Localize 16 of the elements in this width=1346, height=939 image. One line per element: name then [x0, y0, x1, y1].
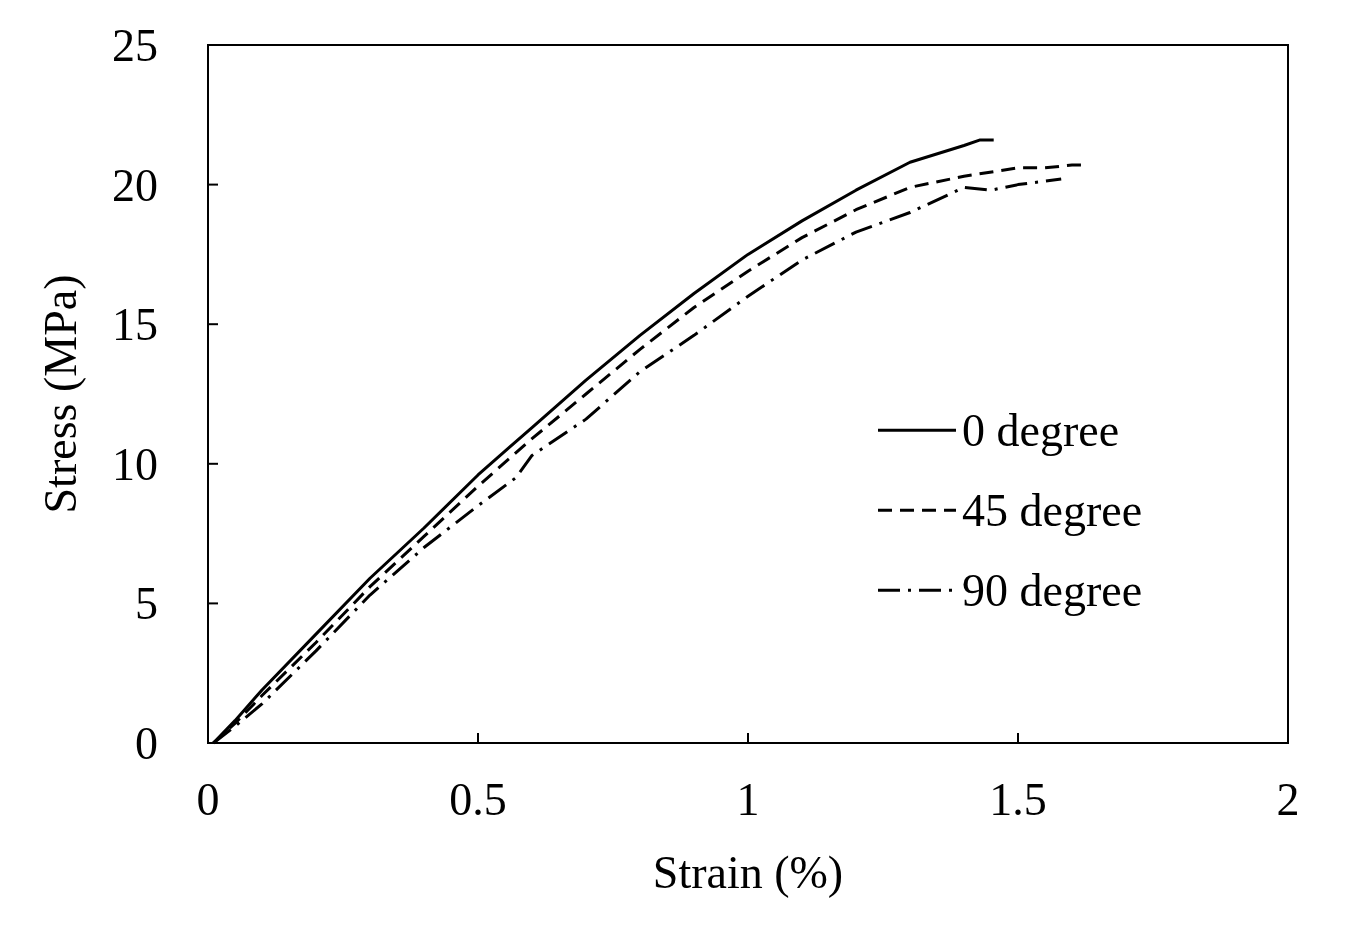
- x-tick-label: 2: [1276, 774, 1300, 825]
- x-tick-label: 1: [736, 774, 760, 825]
- legend-label: 90 degree: [962, 565, 1143, 617]
- y-tick-label: 20: [112, 159, 158, 211]
- y-tick-label: 15: [112, 299, 158, 351]
- x-axis-title: Strain (%): [652, 847, 844, 898]
- y-tick-label: 0: [135, 718, 158, 769]
- x-tick-label: 1.5: [989, 774, 1047, 825]
- legend-label: 45 degree: [962, 485, 1143, 537]
- x-tick-label: 0.5: [449, 774, 507, 825]
- y-tick-label: 10: [112, 438, 158, 490]
- legend-label: 0 degree: [962, 405, 1120, 457]
- x-tick-label: 0: [196, 774, 220, 825]
- y-tick-label: 5: [135, 578, 158, 630]
- y-tick-label: 25: [112, 20, 158, 71]
- y-axis-title: Stress (MPa): [35, 274, 86, 514]
